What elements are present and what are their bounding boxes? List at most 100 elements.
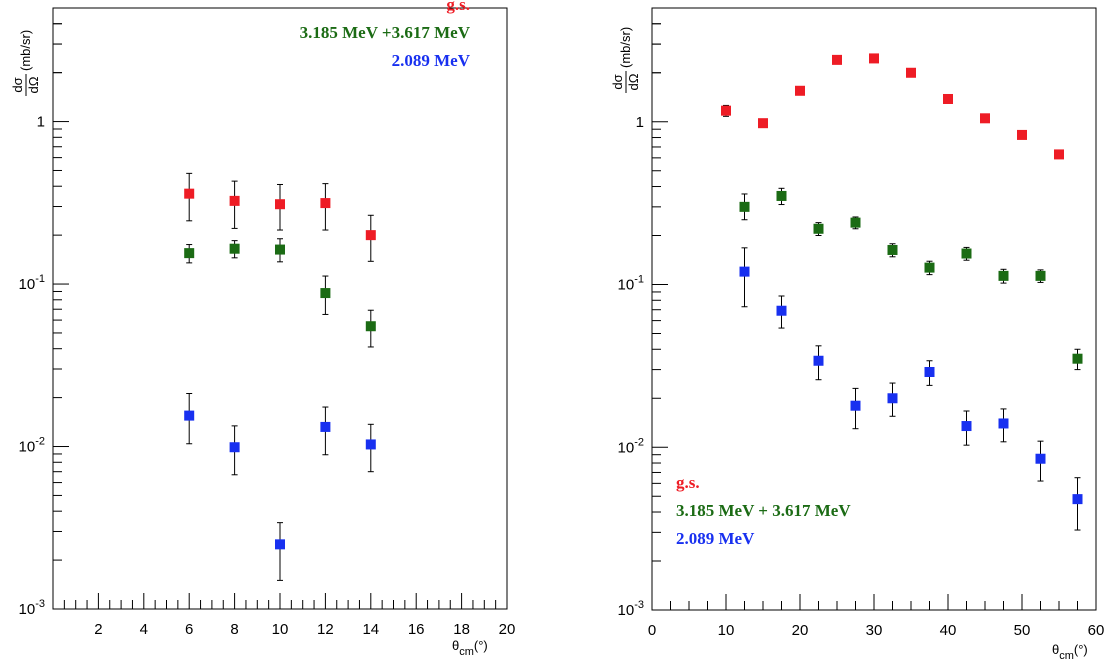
y-tick-base: 10	[618, 277, 635, 294]
y-tick-label: 10-3	[19, 598, 45, 618]
y-tick-label: 10-2	[19, 436, 45, 456]
x-axis-title: θcm(°)	[1052, 642, 1088, 662]
plot-frame	[52, 7, 508, 610]
data-point	[229, 442, 240, 453]
data-point	[980, 113, 990, 124]
x-axis-title-sub: cm	[1059, 650, 1074, 662]
data-point	[906, 67, 916, 78]
data-point	[229, 243, 240, 254]
y-tick-label: 1	[37, 114, 45, 131]
x-tick-label: 6	[185, 621, 193, 638]
data-point	[1035, 270, 1046, 281]
data-point	[184, 410, 195, 421]
y-tick-label: 10-1	[618, 274, 644, 294]
legend-entry: 2.089 MeV	[676, 529, 755, 548]
data-point	[887, 393, 898, 404]
data-point	[275, 199, 285, 210]
y-tick-base: 10	[19, 601, 36, 618]
y-tick-base: 10	[618, 439, 635, 456]
data-point	[184, 248, 195, 259]
data-point	[776, 190, 787, 201]
legend-entry: 3.185 MeV + 3.617 MeV	[676, 501, 851, 520]
x-tick-label: 30	[866, 622, 883, 639]
data-point	[924, 262, 935, 273]
data-point	[813, 223, 824, 234]
y-tick-label: 10-1	[19, 273, 45, 293]
data-point	[943, 93, 953, 104]
x-tick-label: 20	[792, 622, 809, 639]
y-axis-title: dσ dΩ (mb/sr)	[10, 30, 41, 96]
x-tick-label: 16	[408, 621, 425, 638]
data-point	[850, 217, 861, 228]
data-point	[365, 321, 376, 332]
y-tick-exponent: -2	[634, 436, 644, 448]
data-point	[320, 198, 331, 209]
x-tick-label: 50	[1014, 622, 1031, 639]
series-1	[184, 238, 376, 348]
data-point	[1072, 494, 1083, 505]
x-tick-label: 2	[94, 621, 102, 638]
data-point	[365, 439, 376, 450]
y-axis-title: dσ dΩ (mb/sr)	[610, 27, 641, 93]
y-tick-base: 10	[618, 602, 635, 619]
data-point	[850, 400, 861, 411]
series-0	[184, 172, 376, 262]
series-2	[739, 247, 1083, 531]
x-tick-label: 60	[1088, 622, 1105, 639]
data-point	[229, 195, 240, 206]
x-axis-title-rest: (°)	[474, 638, 488, 653]
y-tick-base: 1	[636, 114, 644, 131]
data-point	[832, 54, 842, 65]
data-point	[365, 230, 376, 241]
y-tick-label: 1	[636, 114, 644, 131]
x-axis-title-sub: cm	[459, 646, 474, 658]
y-axis-title-unit: (mb/sr)	[618, 27, 633, 68]
x-tick-label: 20	[499, 621, 516, 638]
y-axis-title-denominator: dΩ	[626, 73, 641, 90]
x-axis-title: θcm(°)	[452, 638, 488, 658]
y-tick-label: 10-3	[618, 599, 644, 619]
x-tick-label: 18	[453, 621, 470, 638]
data-point	[1017, 129, 1027, 140]
data-point	[739, 201, 750, 212]
y-axis-title-unit: (mb/sr)	[18, 30, 33, 71]
y-tick-exponent: -3	[35, 598, 45, 610]
y-tick-exponent: -1	[35, 273, 45, 285]
legend-entry: g.s.	[446, 0, 470, 14]
legend-entry: 3.185 MeV +3.617 MeV	[300, 23, 471, 42]
data-point	[721, 105, 731, 116]
data-point	[961, 248, 972, 259]
data-point	[1054, 149, 1064, 160]
data-point	[739, 266, 750, 277]
data-point	[184, 188, 195, 199]
x-tick-label: 10	[272, 621, 289, 638]
data-point	[961, 421, 972, 432]
series-2	[184, 393, 376, 581]
data-point	[758, 118, 768, 129]
x-axis-title-rest: (°)	[1074, 642, 1088, 657]
x-tick-label: 8	[230, 621, 238, 638]
data-point	[813, 355, 824, 366]
data-point	[275, 539, 285, 550]
x-tick-label: 12	[317, 621, 334, 638]
data-point	[320, 288, 331, 299]
data-point	[776, 305, 787, 316]
x-tick-label: 40	[940, 622, 957, 639]
legend-entry: g.s.	[676, 473, 700, 492]
data-point	[1035, 453, 1046, 464]
x-axis-title-base: θ	[452, 638, 459, 653]
y-axis-title-numerator: dσ	[10, 77, 25, 92]
y-tick-exponent: -1	[634, 274, 644, 286]
y-tick-exponent: -3	[634, 599, 644, 611]
y-tick-base: 10	[19, 439, 36, 456]
y-tick-base: 1	[37, 114, 45, 131]
y-tick-exponent: -2	[35, 436, 45, 448]
x-axis-title-base: θ	[1052, 642, 1059, 657]
data-point	[320, 421, 331, 432]
x-tick-label: 10	[718, 622, 735, 639]
legend-entry: 2.089 MeV	[392, 51, 471, 70]
data-point	[1072, 353, 1083, 364]
data-point	[795, 85, 805, 96]
series-0	[721, 53, 1064, 160]
